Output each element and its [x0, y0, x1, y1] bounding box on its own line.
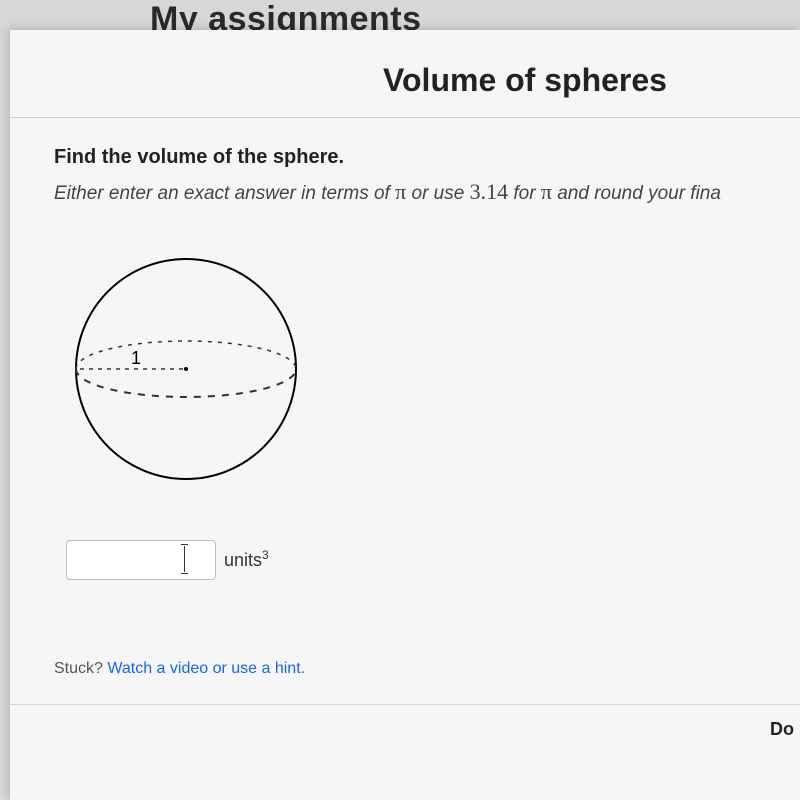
sphere-figure: 1: [66, 249, 800, 504]
stuck-help: Stuck? Watch a video or use a hint.: [54, 660, 800, 678]
question-instruction: Either enter an exact answer in terms of…: [54, 175, 800, 209]
equator-back: [76, 341, 296, 369]
units-exponent: 3: [262, 548, 269, 562]
instruction-text: and round your fina: [552, 183, 721, 204]
units-label: units3: [224, 548, 269, 571]
sphere-svg: 1: [66, 249, 316, 499]
hint-link[interactable]: Watch a video or use a hint.: [107, 660, 305, 677]
content-area: Find the volume of the sphere. Either en…: [10, 118, 800, 580]
question-prompt: Find the volume of the sphere.: [54, 146, 800, 169]
answer-row: units3: [66, 540, 800, 580]
text-cursor-icon: [184, 546, 185, 572]
center-dot: [184, 367, 188, 371]
page-title: Volume of spheres: [10, 62, 800, 99]
stuck-label: Stuck?: [54, 660, 107, 677]
instruction-text: for: [508, 183, 541, 204]
equator-front: [76, 369, 296, 397]
footer-partial: Do: [10, 705, 800, 740]
pi-value: 3.14: [470, 179, 509, 204]
units-text: units: [224, 550, 262, 570]
pi-symbol: π: [541, 179, 552, 204]
exercise-modal: Volume of spheres Find the volume of the…: [10, 30, 800, 800]
radius-label: 1: [131, 348, 141, 368]
answer-input[interactable]: [66, 540, 216, 580]
pi-symbol: π: [395, 179, 406, 204]
instruction-text: or use: [406, 183, 469, 204]
instruction-text: Either enter an exact answer in terms of: [54, 183, 395, 204]
